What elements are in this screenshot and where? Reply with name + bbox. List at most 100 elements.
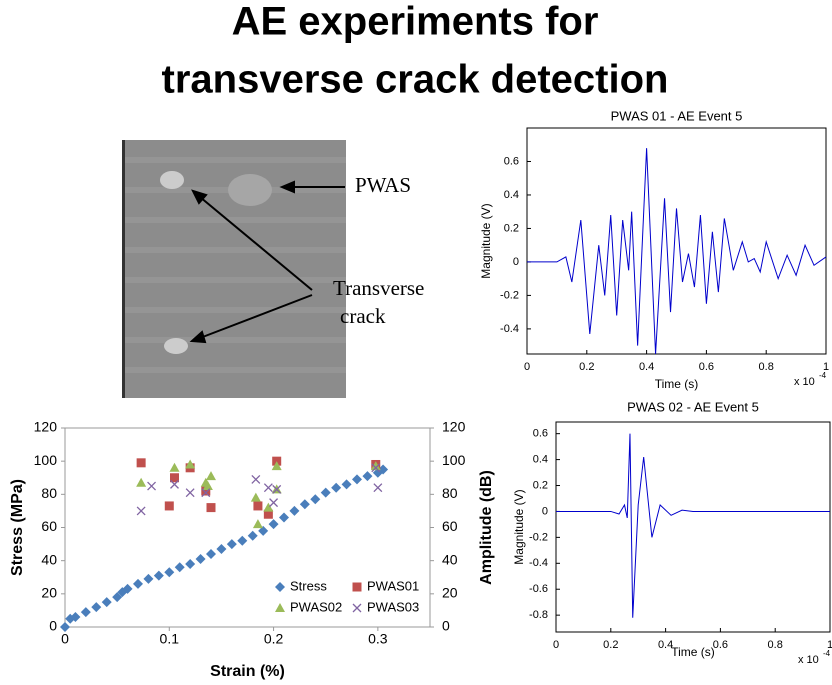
x-tick-label: 0.4 xyxy=(658,639,673,651)
legend-marker xyxy=(275,603,285,612)
y-tick-label: 40 xyxy=(41,551,57,567)
point xyxy=(185,558,196,569)
x-axis-label: Time (s) xyxy=(655,377,699,391)
point xyxy=(378,464,389,475)
y2-tick-label: 80 xyxy=(442,485,458,501)
point xyxy=(263,509,273,519)
x-axis-label: Time (s) xyxy=(671,645,715,659)
point xyxy=(310,494,321,505)
y-tick-label: 120 xyxy=(34,419,58,435)
x-axis-label: Strain (%) xyxy=(210,663,285,680)
point xyxy=(268,519,279,530)
point xyxy=(185,488,195,498)
x-tick-label: 0.3 xyxy=(368,631,388,647)
point xyxy=(136,458,146,468)
point xyxy=(373,483,383,493)
legend-label: Stress xyxy=(290,578,327,593)
point xyxy=(201,486,211,496)
photo-label: crack xyxy=(340,304,386,328)
photo-label: Transverse xyxy=(333,276,424,300)
y-tick-label: -0.2 xyxy=(500,289,519,301)
x-tick-label: 0.6 xyxy=(713,639,728,651)
y-tick-label: 0 xyxy=(513,256,519,268)
y-tick-label: 0 xyxy=(49,618,57,634)
point xyxy=(164,501,174,511)
point xyxy=(271,461,282,471)
y-axis-label: Stress (MPa) xyxy=(9,479,26,576)
legend-label: PWAS01 xyxy=(367,578,419,593)
waveform-line xyxy=(527,148,827,355)
x-scale-label: x 10 xyxy=(794,376,815,388)
point xyxy=(185,459,196,469)
chart: 0 0.1 0.2 0.3 0 20 40 60 80 100 120 0 20 40 60 80 100 120… xyxy=(9,419,495,681)
legend-label: PWAS02 xyxy=(290,599,342,614)
y2-axis-label: Amplitude (dB) xyxy=(478,470,495,585)
y-tick-label: 0.6 xyxy=(504,155,519,167)
point xyxy=(91,602,102,613)
legend-marker xyxy=(275,582,285,592)
point xyxy=(299,499,310,510)
point xyxy=(258,525,269,536)
point xyxy=(195,554,206,565)
y-tick-label: -0.8 xyxy=(529,609,548,621)
point xyxy=(263,502,274,512)
x-tick-label: 0 xyxy=(553,639,559,651)
x-tick-label: 0.4 xyxy=(639,361,654,373)
x-scale-exponent: -4 xyxy=(819,371,827,380)
point xyxy=(320,487,331,498)
x-tick-label: 0.2 xyxy=(264,631,284,647)
y-tick-label: 60 xyxy=(41,518,57,534)
y-tick-label: 0.2 xyxy=(533,479,548,491)
y-axis-label: Magnitude (V) xyxy=(479,203,493,278)
x-tick-label: 0.1 xyxy=(160,631,180,647)
y-tick-label: 100 xyxy=(34,452,58,468)
y-tick-label: 0.4 xyxy=(504,189,519,201)
point xyxy=(252,519,263,529)
x-tick-label: 0.8 xyxy=(768,639,783,651)
point xyxy=(201,488,211,498)
y-tick-label: 20 xyxy=(41,585,57,601)
y-axis-label: Magnitude (V) xyxy=(512,489,526,564)
point xyxy=(341,479,352,490)
point xyxy=(112,592,123,603)
y-tick-label: 80 xyxy=(41,485,57,501)
point xyxy=(331,482,342,493)
x-tick-label: 0 xyxy=(524,361,530,373)
point xyxy=(269,498,279,508)
point xyxy=(251,474,261,484)
y2-tick-label: 40 xyxy=(442,551,458,567)
point xyxy=(136,506,146,516)
y-tick-label: 0 xyxy=(542,505,548,517)
y2-tick-label: 100 xyxy=(442,452,466,468)
point xyxy=(169,462,180,472)
chart-title: PWAS 02 - AE Event 5 xyxy=(627,399,759,414)
point xyxy=(133,578,143,589)
x-tick-label: 0 xyxy=(61,631,69,647)
point xyxy=(136,477,147,487)
y-tick-label: -0.6 xyxy=(529,583,548,595)
point xyxy=(370,461,381,471)
y-tick-label: -0.4 xyxy=(529,557,548,569)
y2-tick-label: 20 xyxy=(442,585,458,601)
x-tick-label: 0.6 xyxy=(699,361,714,373)
point xyxy=(80,607,91,618)
point xyxy=(170,473,179,483)
point xyxy=(226,539,237,550)
legend-marker xyxy=(352,582,362,592)
waveform-line xyxy=(556,433,830,618)
x-tick-label: 1 xyxy=(823,361,829,373)
y-tick-label: 0.2 xyxy=(504,222,519,234)
y-tick-label: -0.4 xyxy=(500,323,519,335)
y-tick-label: 0.4 xyxy=(533,453,548,465)
point xyxy=(164,567,175,578)
chart: 0 0.2 0.4 0.6 0.8 1 -0.8 -0.6 -0.4 -0.2 0 0.2 0.4 0.6… xyxy=(512,399,832,665)
point xyxy=(253,501,263,511)
plot-frame xyxy=(526,127,827,355)
x-tick-label: 0.2 xyxy=(579,361,594,373)
point xyxy=(206,471,216,481)
y2-tick-label: 60 xyxy=(442,518,458,534)
point xyxy=(279,512,289,523)
point xyxy=(143,573,154,584)
y-tick-label: 0.6 xyxy=(533,428,548,440)
